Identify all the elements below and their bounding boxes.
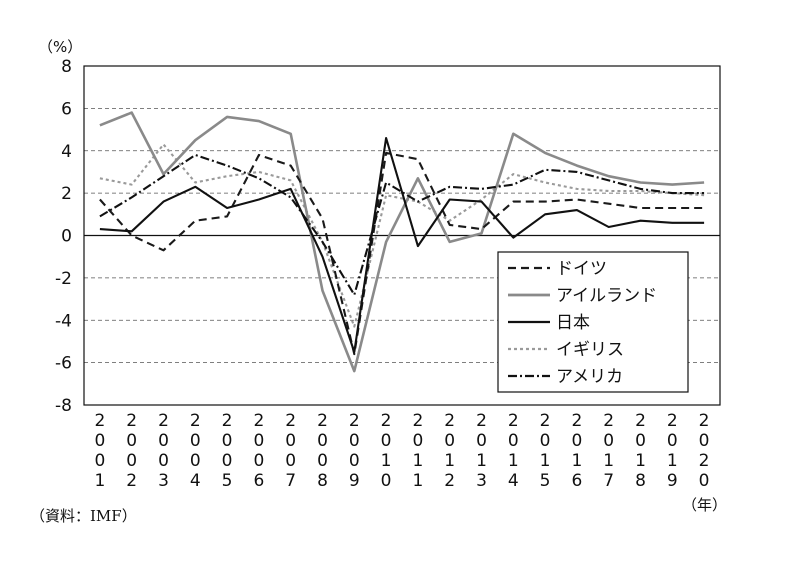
series-line-5 [99, 153, 705, 296]
series-lines [99, 111, 705, 373]
legend-label: アメリカ [556, 367, 623, 387]
y-axis-unit-label: （%） [38, 38, 82, 56]
y-tick-label: -8 [55, 396, 72, 416]
y-tick-label: 0 [61, 227, 72, 247]
source-note: （資料：IMF） [30, 507, 137, 525]
y-tick-label: 4 [61, 142, 72, 162]
y-tick-label: 8 [61, 57, 72, 77]
y-tick-label: 6 [61, 99, 72, 119]
y-tick-label: -4 [55, 311, 72, 331]
series-line-4 [99, 143, 705, 328]
x-axis: 2 0 0 1 2 0 0 2 2 0 0 3 2 0 0 4 2 0 0 5 2 0 0 6 2 0 0 7 2 0 0 8 2 0 0 9 2 0 1 0… [94, 411, 709, 491]
y-tick-label: 2 [61, 184, 72, 204]
series-line-1 [99, 151, 705, 356]
legend-label: イギリス [556, 340, 624, 360]
series-line-3 [99, 136, 705, 354]
y-axis: -8 -6 -4 -2 0 2 4 6 8 [55, 57, 72, 416]
legend-label: ドイツ [556, 259, 607, 279]
y-tick-label: -6 [55, 354, 72, 374]
x-axis-unit-label: （年） [682, 496, 727, 514]
grid-lines [84, 107, 720, 364]
y-tick-label: -2 [55, 269, 72, 289]
series-line-2 [99, 111, 705, 373]
legend-label: アイルランド [556, 286, 657, 306]
legend-label: 日本 [556, 313, 590, 333]
plot-frame [83, 65, 721, 406]
